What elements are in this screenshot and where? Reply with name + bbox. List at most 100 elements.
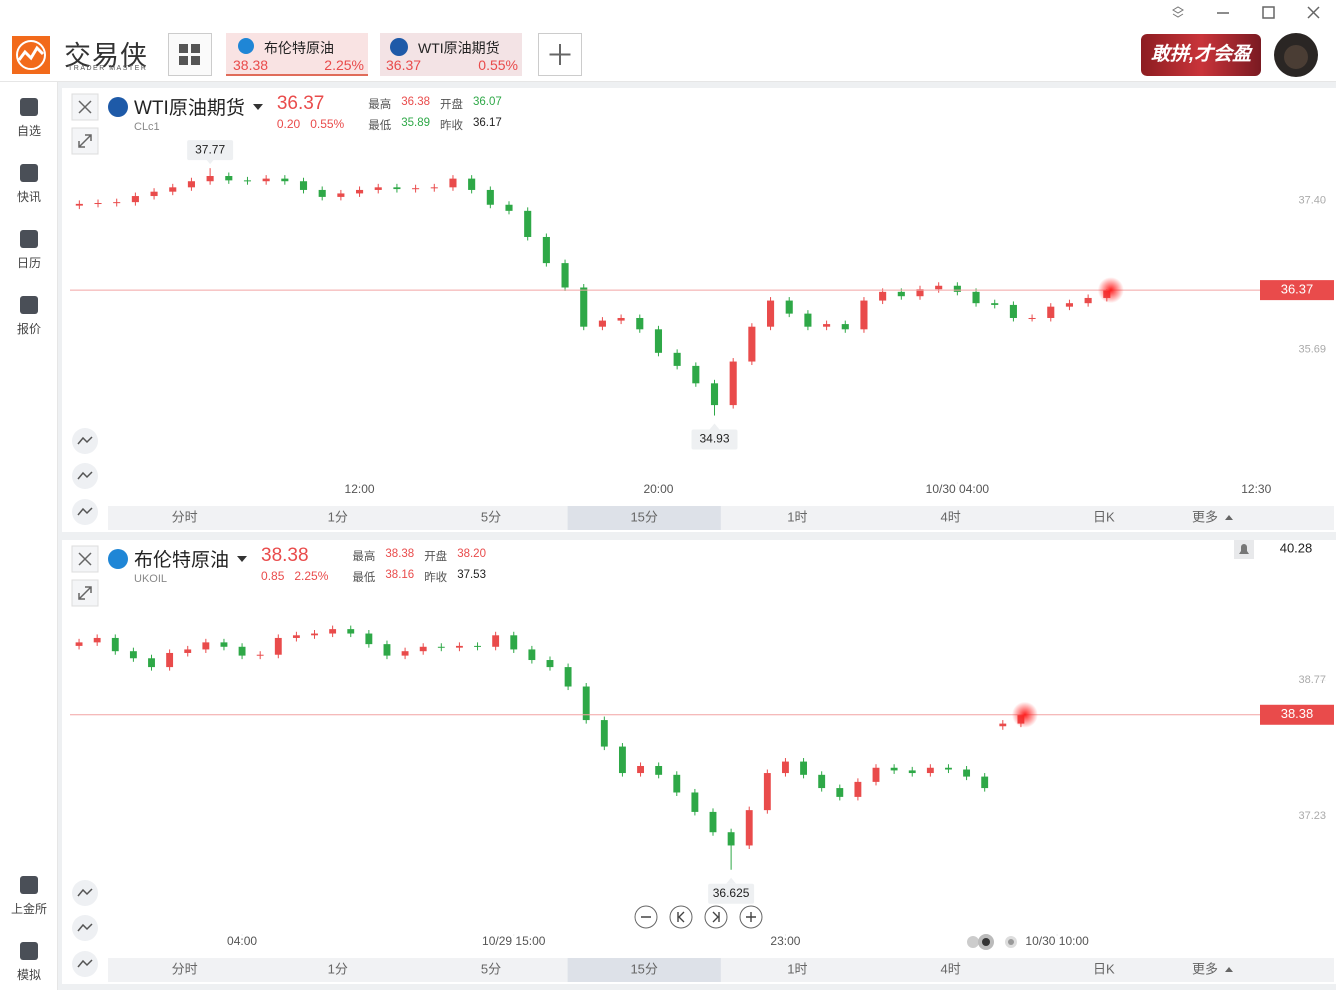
timeframe-tab[interactable]: 5分 (481, 509, 501, 524)
candle-body (618, 746, 626, 774)
candle-body (767, 300, 775, 327)
candle-body (449, 178, 457, 188)
candle-body (129, 651, 137, 659)
timeframe-tab[interactable]: 更多 (1192, 509, 1218, 524)
sidebar-item[interactable]: 上金所 (0, 876, 58, 917)
timeframe-tab[interactable]: 日K (1093, 961, 1115, 976)
candle-body (637, 765, 644, 774)
timeframe-tab[interactable]: 5分 (481, 961, 501, 976)
y-tick-label: 35.69 (1298, 343, 1326, 355)
candle-body (908, 770, 916, 774)
timeframe-bar (108, 958, 1334, 982)
candle-body (860, 300, 868, 330)
nav-button[interactable] (669, 905, 693, 929)
timeframe-tab[interactable]: 日K (1093, 509, 1115, 524)
candle-body (393, 187, 401, 190)
close-button[interactable] (71, 93, 99, 121)
candle-body (673, 352, 681, 366)
timeframe-tab[interactable]: 15分 (630, 961, 657, 976)
candle-body (963, 769, 971, 777)
candle-body (890, 767, 898, 771)
timeframe-tab[interactable]: 更多 (1192, 961, 1218, 976)
dropdown-caret[interactable] (237, 555, 248, 562)
candle-body (412, 188, 420, 190)
sidebar-item[interactable]: 模拟 (0, 942, 58, 983)
logo-text: 交易侠 (64, 41, 148, 71)
timeframe-tab[interactable]: 1时 (787, 961, 807, 976)
nav-button[interactable] (704, 905, 728, 929)
expand-button[interactable] (71, 579, 99, 607)
candle-body (872, 767, 880, 782)
tab-name: WTI原油期货 (418, 40, 500, 56)
layout-button[interactable] (168, 33, 212, 76)
x-tick-label: 20:00 (643, 482, 673, 496)
close-button[interactable] (71, 545, 99, 573)
promo-banner[interactable]: 敢拼,才会盈 (1141, 34, 1261, 76)
candle-body (430, 187, 438, 189)
sidebar-icon (20, 942, 38, 960)
timeframe-tab[interactable]: 1时 (787, 509, 807, 524)
avatar[interactable] (1274, 33, 1318, 77)
candle-body (274, 637, 282, 655)
button-glyph (78, 586, 92, 600)
sidebar-item[interactable]: 日历 (0, 230, 58, 271)
x-tick-label: 10/30 10:00 (1025, 934, 1089, 948)
candle-body (94, 203, 102, 205)
timeframe-tab[interactable]: 4时 (940, 961, 960, 976)
candle-body (365, 633, 373, 645)
nav-glyphs (641, 911, 756, 923)
dropdown-caret[interactable] (252, 103, 263, 110)
sidebar-item[interactable]: 报价 (0, 296, 58, 337)
candle-body (841, 324, 849, 330)
tab[interactable]: 布伦特原油 38.38 2.25% (226, 33, 368, 76)
sidebar-label: 快讯 (16, 190, 41, 204)
timeframe-tab[interactable]: 15分 (630, 509, 657, 524)
candle-body (727, 832, 735, 846)
expand-button[interactable] (71, 127, 99, 155)
timeframe-tab[interactable]: 分时 (172, 961, 198, 976)
sidebar-item[interactable]: 快讯 (0, 164, 58, 205)
x-tick-label: 12:00 (345, 482, 375, 496)
chart-header: WTI原油期货 CLc1 36.37 0.20 0.55% 最高 36.38 开盘 36.07 最… (106, 93, 502, 133)
change: 0.85 (261, 569, 285, 583)
candle-body (148, 658, 155, 668)
timeframe-tab[interactable]: 4时 (940, 509, 960, 524)
candle-body (292, 635, 300, 638)
candle-body (1028, 317, 1036, 319)
stat-label: 最高 (368, 99, 392, 111)
candle-body (935, 285, 943, 290)
sidebar-label: 模拟 (16, 968, 41, 982)
tab[interactable]: WTI原油期货 36.37 0.55% (380, 33, 522, 76)
stat-value: 35.89 (401, 117, 430, 129)
x-tick-label: 12:30 (1241, 482, 1271, 496)
price-tag-label: 36.37 (1281, 282, 1314, 297)
add-tab-button[interactable] (538, 33, 582, 76)
candle-body (972, 291, 980, 304)
candle-body (187, 181, 195, 188)
more-caret (1225, 515, 1233, 520)
change-row: 0.85 2.25% (261, 569, 328, 583)
x-tick-label: 04:00 (227, 934, 257, 948)
candle-body (166, 652, 174, 668)
change-row: 0.20 0.55% (277, 117, 344, 131)
candle-body (318, 189, 326, 197)
candle-body (1009, 304, 1017, 318)
tab-icon (238, 38, 254, 54)
timeframe-tab[interactable]: 分时 (172, 509, 198, 524)
sidebar-icon (20, 296, 38, 314)
candle-body (1047, 306, 1055, 318)
candle-body (729, 361, 737, 406)
candle-body (1065, 303, 1073, 307)
timeframe-tab[interactable]: 1分 (328, 509, 348, 524)
sidebar-icon (20, 98, 38, 116)
candle-body (953, 285, 961, 292)
candle-body (823, 324, 831, 327)
timeframe-tab[interactable]: 1分 (328, 961, 348, 976)
window-controls[interactable] (1165, 2, 1330, 24)
stat-value: 37.53 (457, 569, 486, 581)
candle-body (785, 300, 793, 314)
candle-body (474, 645, 481, 647)
sidebar-item[interactable]: 自选 (0, 98, 58, 139)
price-block: 38.38 0.85 2.25% (261, 545, 328, 583)
sidebar-icon (20, 230, 38, 248)
